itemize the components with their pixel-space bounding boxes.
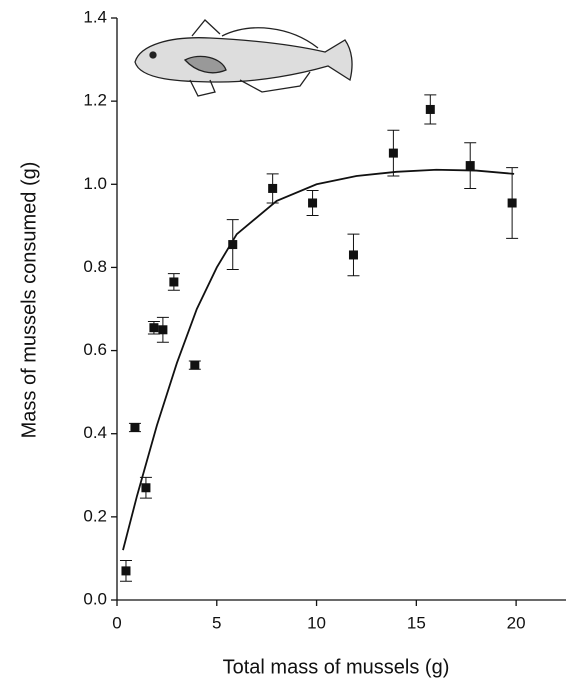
data-point [149, 323, 159, 333]
data-point [228, 240, 238, 250]
fit-curve [122, 168, 515, 551]
fish-illustration [134, 19, 353, 97]
x-axis-label: Total mass of mussels (g) [223, 656, 450, 678]
data-point [425, 104, 435, 114]
y-tick-label: 1.0 [83, 174, 107, 193]
data-point [388, 148, 398, 158]
y-tick-label: 0.4 [83, 423, 107, 442]
x-tick-label: 0 [112, 613, 121, 632]
y-axis-label: Mass of mussels consumed (g) [18, 162, 40, 439]
data-point [141, 483, 151, 493]
data-point [268, 183, 278, 193]
data-point [308, 198, 318, 208]
x-tick-label: 15 [407, 613, 426, 632]
data-point [158, 325, 168, 335]
data-point [121, 566, 131, 576]
data-point [190, 360, 200, 370]
data-point [130, 422, 140, 432]
y-tick-label: 0.6 [83, 340, 107, 359]
y-tick-label: 0.0 [83, 589, 107, 608]
y-tick-label: 1.4 [83, 7, 107, 26]
x-tick-label: 10 [307, 613, 326, 632]
x-tick-label: 20 [507, 613, 526, 632]
data-point [507, 198, 517, 208]
data-point [348, 250, 358, 260]
data-point [169, 277, 179, 287]
y-tick-label: 0.8 [83, 257, 107, 276]
y-tick-label: 0.2 [83, 506, 107, 525]
x-tick-label: 5 [212, 613, 221, 632]
data-point [465, 161, 475, 171]
y-tick-label: 1.2 [83, 91, 107, 110]
